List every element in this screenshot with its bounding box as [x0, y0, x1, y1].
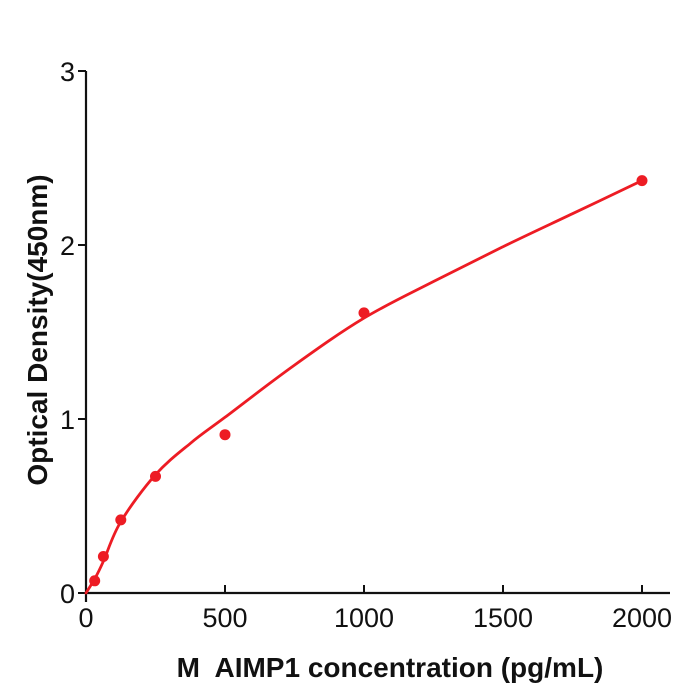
y-tick-label: 1	[60, 405, 75, 435]
data-point-layer	[89, 175, 648, 587]
y-tick-label: 3	[60, 57, 75, 87]
data-point	[219, 429, 231, 441]
data-point	[150, 470, 161, 482]
x-axis-ticks	[85, 585, 643, 593]
data-point	[115, 514, 127, 526]
data-point	[89, 575, 101, 587]
y-axis-ticks	[78, 70, 86, 594]
x-tick-label: 500	[202, 603, 247, 633]
y-axis-title: Optical Density(450nm)	[22, 174, 53, 485]
x-tick-label: 1000	[334, 603, 394, 633]
x-axis-title: M AIMP1 concentration (pg/mL)	[177, 652, 604, 683]
x-tick-label: 0	[78, 603, 93, 633]
axis-spines	[84, 71, 670, 602]
data-point	[358, 307, 370, 319]
fitted-curve-layer	[84, 179, 644, 595]
x-tick-label: 2000	[612, 603, 672, 633]
x-tick-label: 1500	[473, 603, 533, 633]
y-tick-label: 2	[60, 231, 75, 261]
y-tick-label: 0	[60, 579, 75, 609]
fitted-curve	[84, 179, 644, 595]
x-axis-tick-labels: 0 500 1000 1500 2000	[78, 603, 672, 633]
data-point	[636, 175, 648, 187]
data-point	[97, 551, 109, 562]
y-axis-tick-labels: 0 1 2 3	[60, 57, 75, 609]
